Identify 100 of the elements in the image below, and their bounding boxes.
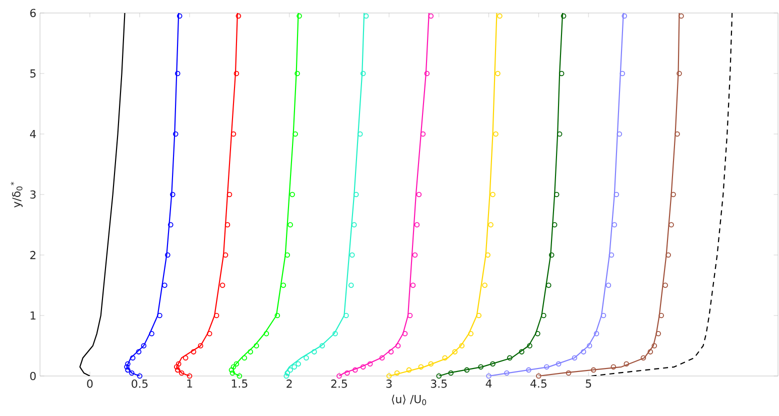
point [236,13,242,19]
point [165,252,170,258]
point [452,349,458,354]
point [566,370,572,376]
point [394,370,400,376]
point [519,349,524,354]
point [428,13,434,19]
point [412,252,418,258]
point [560,13,566,19]
point [206,331,212,336]
point [558,70,564,76]
y-tick-label: 2 [30,250,36,260]
point [507,355,512,360]
point [230,364,236,370]
point [176,361,182,367]
point [612,222,618,228]
y-tick-label: 1 [30,311,36,320]
point [312,349,317,354]
y-tick-label: 4 [30,130,36,138]
point [125,361,130,367]
point [174,70,180,76]
point [124,364,130,370]
point [222,252,228,258]
point [608,252,614,258]
point [652,343,657,348]
point [264,331,270,336]
point [182,355,188,360]
point [488,222,494,228]
point [424,70,430,76]
point [648,349,653,354]
point [428,361,434,367]
point [360,70,366,76]
point [294,70,300,76]
point [490,361,496,367]
point [141,343,146,348]
point [292,131,298,137]
point [622,13,628,19]
x-tick-label: 4.5 [530,380,546,388]
point [527,343,532,348]
point [670,192,676,198]
point [157,312,162,318]
point [490,192,496,198]
y-tick-label: 0 [30,372,36,380]
point [662,282,668,288]
point [448,370,454,376]
point [379,355,385,360]
point [478,364,484,370]
point [288,367,293,373]
x-axis-title: ⟨u⟩ /U$_{0}$ [392,394,426,406]
point [580,349,586,354]
point [540,312,546,318]
point [493,131,498,137]
point [668,222,674,228]
point [420,131,426,137]
point [284,252,290,258]
point [320,343,325,348]
point [230,370,236,376]
point [284,370,290,376]
point [348,282,354,288]
point [572,355,578,360]
point [344,370,350,376]
x-tick-label: 4 [486,380,492,388]
y-tick-label: 3 [30,190,36,199]
point [360,364,366,370]
point [228,367,234,373]
point [220,282,226,288]
point [214,312,220,318]
point [552,222,558,228]
point [678,13,684,19]
x-tick-label: 2 [286,380,292,388]
point [606,282,612,288]
point [407,312,413,318]
point [554,192,560,198]
point [406,367,412,373]
point [616,131,622,137]
point [168,222,174,228]
point [234,70,240,76]
point [482,282,488,288]
point [414,222,420,228]
point [395,343,401,348]
x-tick-label: 2.5 [331,380,347,388]
point [402,331,408,336]
point [350,252,355,258]
point [504,370,510,376]
line-series [590,13,733,376]
point [600,312,606,318]
point [495,70,500,76]
x-tick-label: 1.5 [232,380,248,388]
point [352,222,357,228]
point [174,364,180,370]
point [594,331,600,336]
y-tick-label: 6 [30,8,36,18]
point [224,222,230,228]
point [590,367,596,373]
point [388,349,394,354]
point [226,192,232,198]
point [125,367,130,373]
point [170,192,176,198]
point [556,361,562,367]
point [640,355,646,360]
